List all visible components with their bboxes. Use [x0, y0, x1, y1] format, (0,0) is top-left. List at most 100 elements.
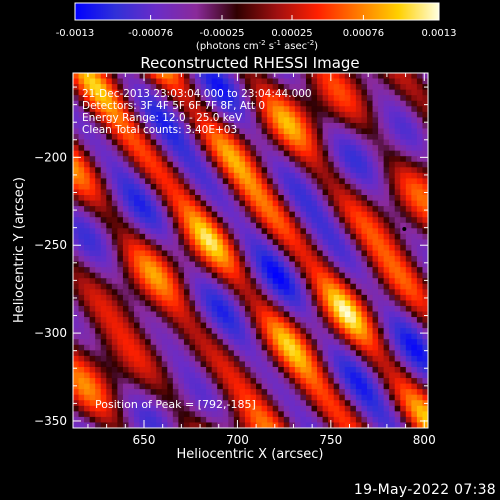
heatmap-cell	[267, 411, 274, 418]
heatmap-cell	[278, 217, 285, 224]
heatmap-cell	[339, 261, 346, 268]
heatmap-cell	[355, 283, 363, 290]
heatmap-cell	[300, 250, 307, 257]
heatmap-cell	[195, 156, 202, 163]
heatmap-cell	[355, 372, 363, 379]
heatmap-cell	[272, 350, 279, 357]
heatmap-cell	[195, 106, 202, 113]
heatmap-cell	[350, 73, 357, 80]
heatmap-cell	[73, 411, 80, 418]
heatmap-cell	[322, 111, 329, 118]
heatmap-cell	[78, 322, 85, 329]
heatmap-cell	[172, 195, 179, 202]
heatmap-cell	[300, 233, 307, 241]
heatmap-cell	[117, 95, 124, 102]
heatmap-cell	[183, 416, 191, 424]
heatmap-cell	[333, 206, 340, 213]
heatmap-cell	[311, 122, 318, 130]
heatmap-cell	[305, 422, 313, 428]
heatmap-cell	[394, 139, 401, 146]
heatmap-cell	[305, 161, 313, 168]
heatmap-cell	[355, 256, 363, 263]
heatmap-cell	[300, 172, 307, 179]
heatmap-cell	[328, 311, 335, 318]
heatmap-cell	[150, 228, 157, 235]
heatmap-cell	[150, 117, 157, 124]
heatmap-cell	[134, 78, 141, 85]
heatmap-cell	[278, 333, 285, 340]
heatmap-cell	[394, 122, 401, 130]
heatmap-cell	[189, 189, 196, 196]
heatmap-cell	[195, 122, 202, 130]
heatmap-cell	[366, 322, 374, 329]
heatmap-cell	[233, 228, 241, 235]
heatmap-cell	[189, 239, 196, 246]
heatmap-cell	[355, 272, 363, 279]
heatmap-cell	[239, 117, 246, 124]
heatmap-cell	[361, 106, 368, 113]
heatmap-cell	[222, 89, 229, 96]
heatmap-cell	[416, 211, 424, 218]
heatmap-cell	[422, 305, 428, 313]
heatmap-cell	[244, 305, 252, 313]
heatmap-cell	[139, 167, 146, 174]
heatmap-cell	[156, 328, 163, 335]
heatmap-cell	[416, 339, 424, 346]
heatmap-cell	[128, 350, 135, 357]
heatmap-cell	[228, 422, 235, 428]
heatmap-cell	[84, 400, 91, 407]
heatmap-cell	[239, 134, 246, 141]
heatmap-cell	[322, 217, 329, 224]
heatmap-cell	[355, 328, 363, 335]
heatmap-cell	[278, 283, 285, 290]
heatmap-cell	[416, 200, 424, 207]
heatmap-cell	[84, 366, 91, 374]
heatmap-cell	[206, 78, 213, 85]
heatmap-cell	[267, 422, 274, 428]
heatmap-cell	[172, 289, 179, 296]
heatmap-cell	[339, 139, 346, 146]
heatmap-cell	[244, 383, 252, 390]
heatmap-cell	[145, 200, 152, 207]
heatmap-cell	[394, 211, 401, 218]
heatmap-cell	[244, 150, 252, 157]
heatmap-cell	[355, 333, 363, 340]
heatmap-cell	[183, 333, 191, 340]
heatmap-cell	[317, 394, 324, 401]
heatmap-cell	[389, 344, 396, 351]
heatmap-cell	[150, 411, 157, 418]
heatmap-cell	[305, 305, 313, 313]
heatmap-cell	[378, 134, 385, 141]
heatmap-cell	[211, 211, 218, 218]
heatmap-cell	[333, 355, 340, 363]
heatmap-cell	[89, 117, 96, 124]
heatmap-cell	[350, 350, 357, 357]
heatmap-cell	[305, 355, 313, 363]
heatmap-cell	[366, 261, 374, 268]
heatmap-cell	[305, 73, 313, 80]
heatmap-cell	[145, 195, 152, 202]
heatmap-cell	[167, 317, 174, 324]
heatmap-cell	[134, 305, 141, 313]
heatmap-cell	[145, 117, 152, 124]
heatmap-cell	[389, 350, 396, 357]
heatmap-cell	[228, 344, 235, 351]
heatmap-cell	[134, 366, 141, 374]
heatmap-cell	[416, 89, 424, 96]
heatmap-cell	[73, 78, 80, 85]
heatmap-cell	[111, 189, 118, 196]
heatmap-cell	[117, 100, 124, 107]
heatmap-cell	[256, 378, 263, 385]
heatmap-cell	[84, 100, 91, 107]
heatmap-cell	[122, 411, 130, 418]
heatmap-cell	[372, 328, 379, 335]
heatmap-cell	[400, 366, 407, 374]
heatmap-cell	[239, 233, 246, 241]
heatmap-cell	[95, 344, 102, 351]
heatmap-cell	[416, 139, 424, 146]
heatmap-cell	[333, 117, 340, 124]
heatmap-cell	[272, 366, 279, 374]
heatmap-cell	[128, 217, 135, 224]
heatmap-cell	[172, 139, 179, 146]
heatmap-cell	[344, 422, 351, 428]
